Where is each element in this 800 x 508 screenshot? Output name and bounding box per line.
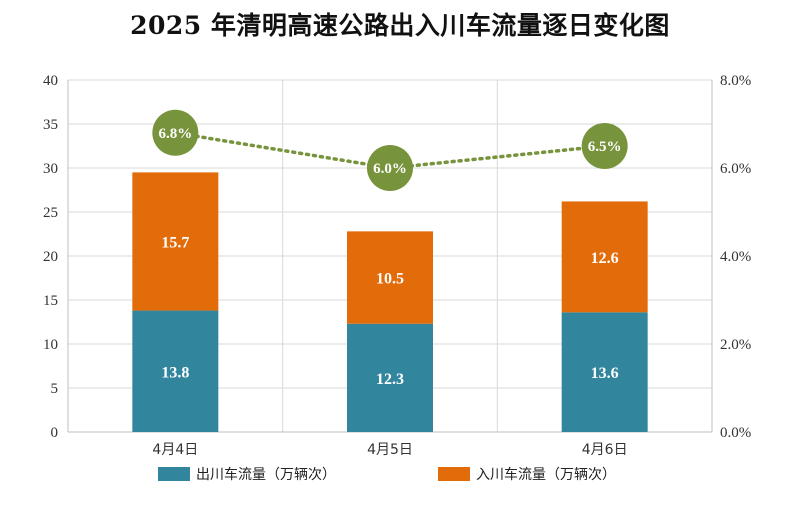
y-tick-label-right: 0.0% — [720, 425, 751, 441]
x-tick-label: 4月5日 — [367, 442, 413, 458]
bar-label-outbound: 13.8 — [161, 364, 189, 381]
y-tick-label-right: 2.0% — [720, 337, 751, 353]
y-tick-label-left: 35 — [43, 117, 58, 133]
bar-inbound — [132, 172, 219, 311]
bar-outbound — [561, 312, 648, 432]
legend-swatch-inbound — [438, 467, 470, 481]
bar-label-outbound: 12.3 — [376, 371, 404, 388]
y-tick-label-right: 8.0% — [720, 73, 751, 89]
y-tick-label-left: 40 — [43, 73, 58, 89]
bar-label-inbound: 15.7 — [161, 234, 189, 251]
bar-label-inbound: 10.5 — [376, 271, 404, 288]
growth-point-label: 6.5% — [588, 139, 622, 155]
bar-inbound — [347, 231, 433, 324]
bar-label-outbound: 13.6 — [591, 365, 619, 382]
legend-swatch-outbound — [158, 467, 190, 481]
y-tick-label-left: 10 — [43, 337, 58, 353]
bar-outbound — [347, 323, 433, 432]
x-tick-label: 4月6日 — [582, 442, 628, 458]
y-tick-label-left: 0 — [51, 425, 59, 441]
legend-label-outbound: 出川车流量（万辆次） — [196, 467, 336, 483]
y-tick-label-left: 30 — [43, 161, 58, 177]
legend-item-outbound: 出川车流量（万辆次） — [158, 464, 336, 484]
y-tick-label-right: 4.0% — [720, 249, 751, 265]
x-tick-label: 4月4日 — [152, 442, 198, 458]
bar-label-inbound: 12.6 — [591, 250, 619, 267]
y-tick-label-left: 5 — [51, 381, 59, 397]
y-tick-label-left: 20 — [43, 249, 58, 265]
chart-title: 2025 年清明高速公路出入川车流量逐日变化图 — [130, 11, 670, 40]
y-tick-label-right: 6.0% — [720, 161, 751, 177]
growth-point-marker — [367, 145, 413, 191]
y-tick-label-left: 25 — [43, 205, 58, 221]
bar-inbound — [561, 201, 648, 313]
growth-point-marker — [152, 109, 199, 156]
bar-outbound — [132, 310, 219, 432]
growth-point-label: 6.8% — [158, 126, 192, 142]
y-tick-label-left: 15 — [43, 293, 58, 309]
growth-point-marker — [581, 123, 628, 169]
legend-label-inbound: 入川车流量（万辆次） — [476, 467, 616, 483]
legend-item-inbound: 入川车流量（万辆次） — [438, 464, 616, 484]
growth-point-label: 6.0% — [373, 161, 407, 177]
